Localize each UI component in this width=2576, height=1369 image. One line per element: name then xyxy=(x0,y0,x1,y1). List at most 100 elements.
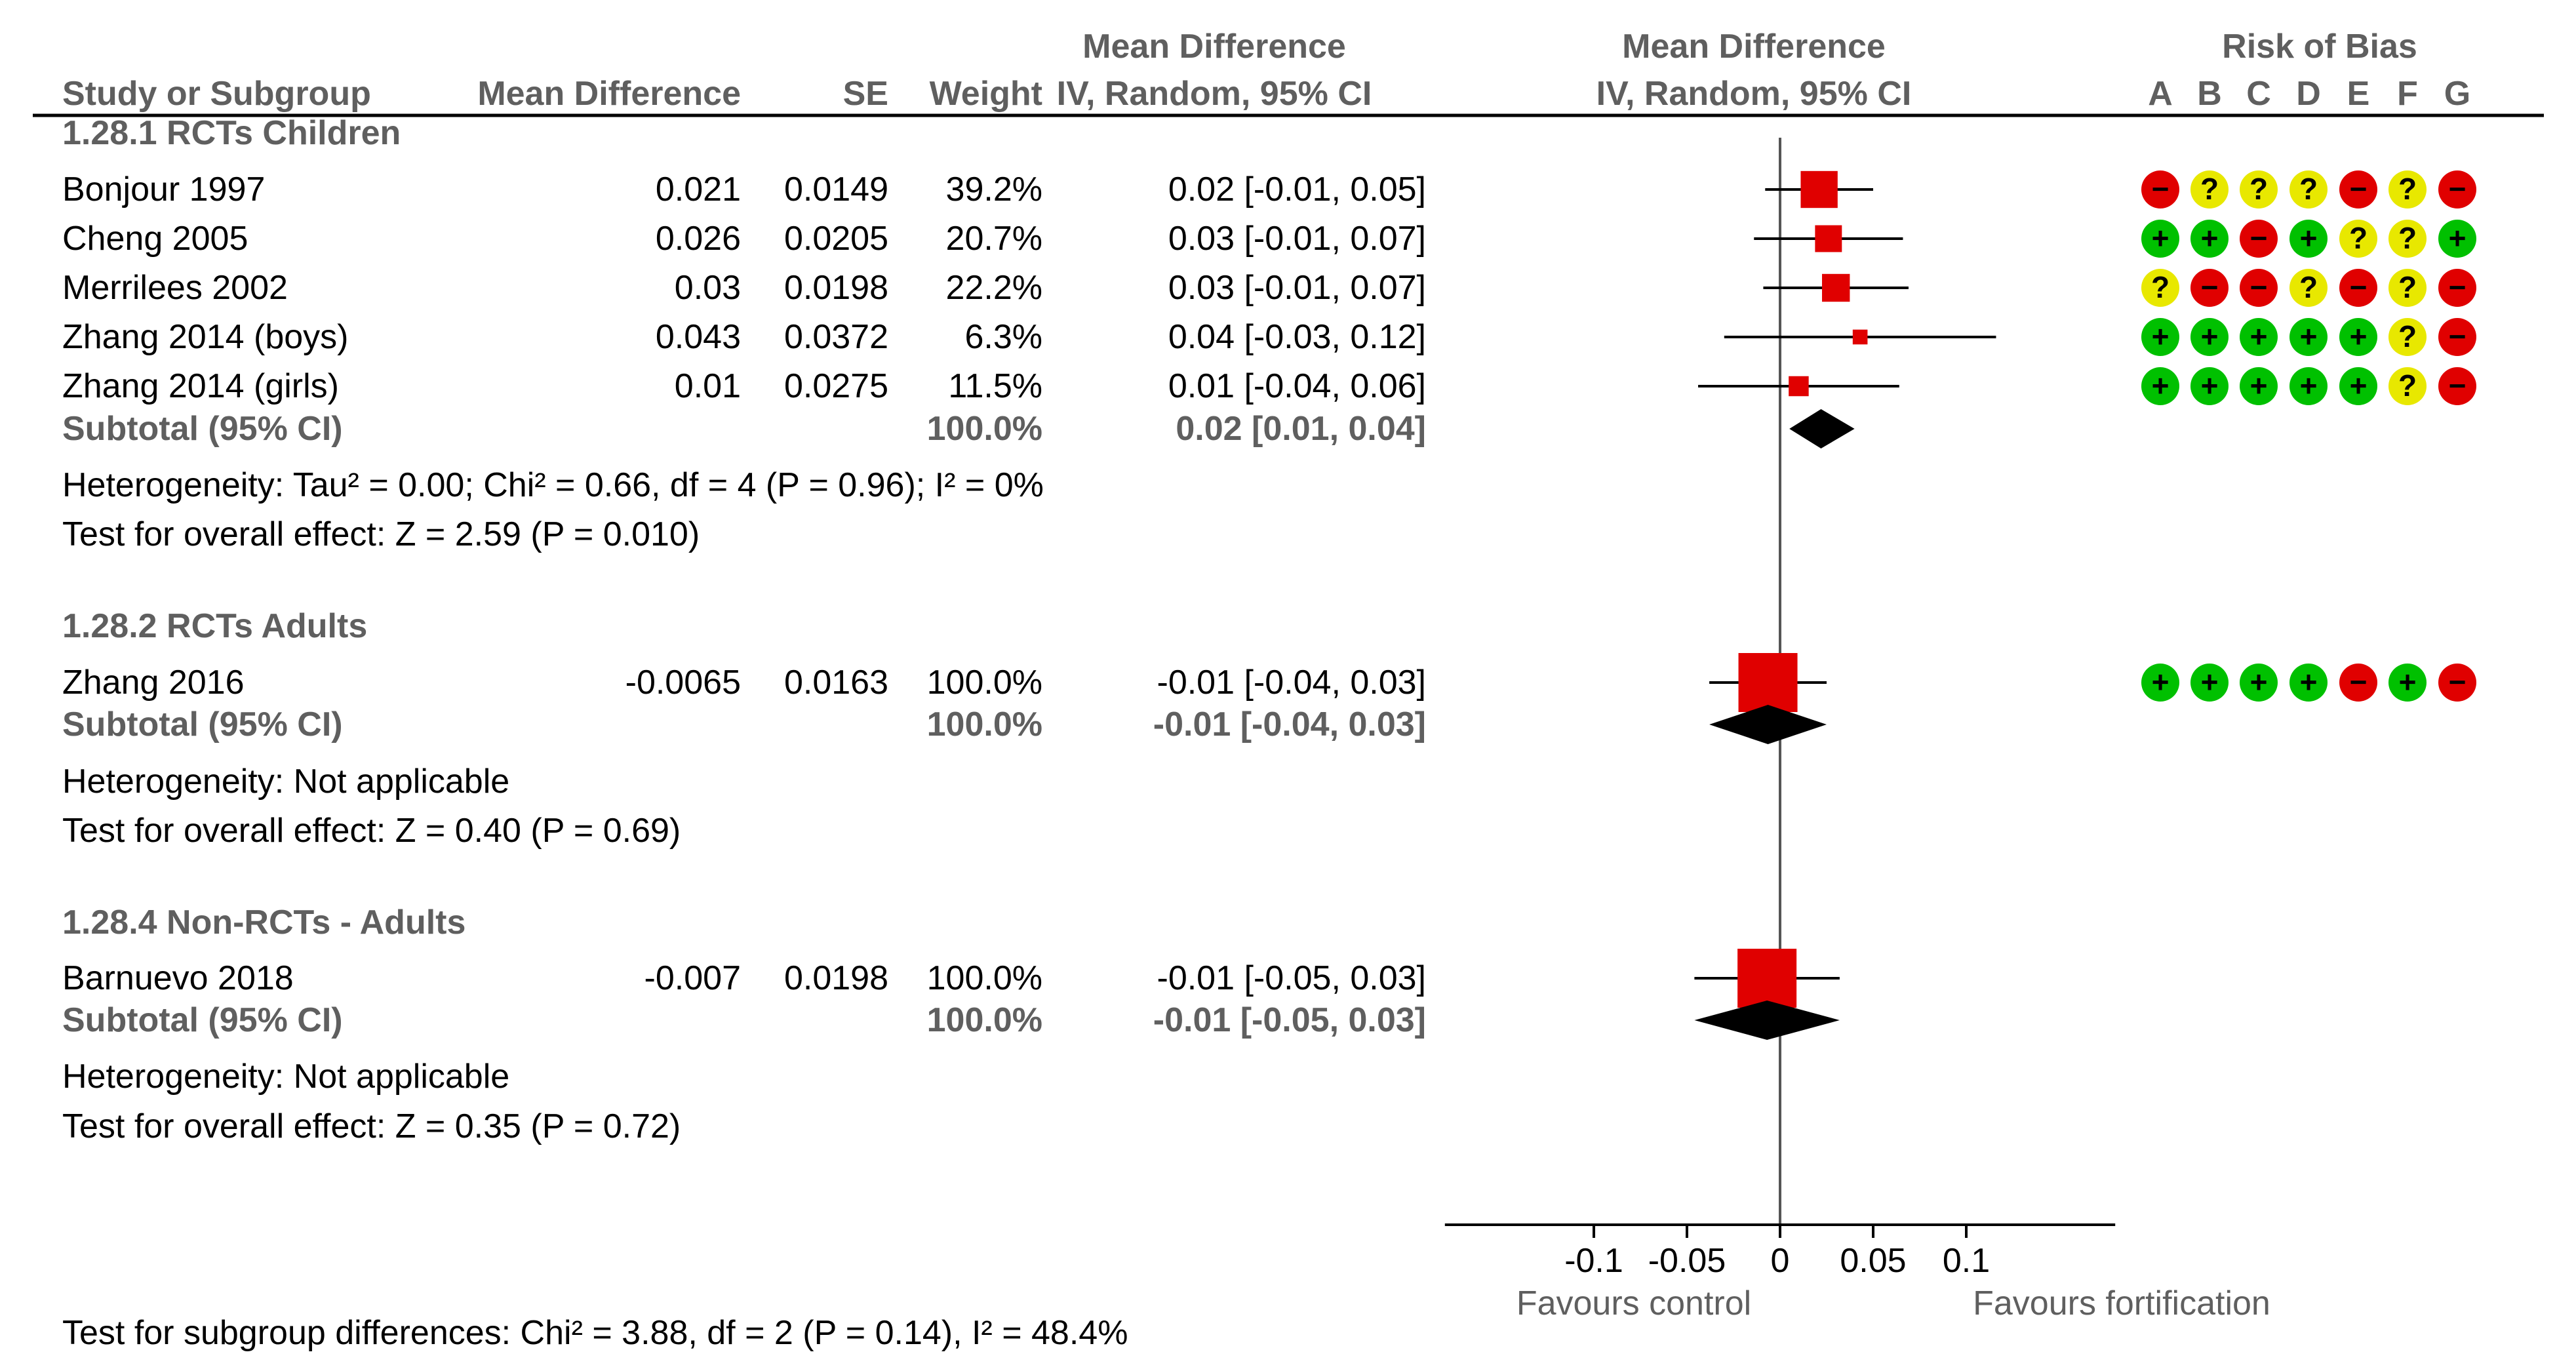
rob-symbol: + xyxy=(2449,221,2467,255)
rob-circle xyxy=(2240,220,2278,258)
rob-circle xyxy=(2289,318,2328,356)
study-rows: 1.28.1 RCTs Children Bonjour 1997 0.021 0.0… xyxy=(62,114,2476,1145)
rob-symbol: − xyxy=(2449,368,2467,403)
header-md-ci-bottom: IV, Random, 95% CI xyxy=(1057,75,1372,113)
rob-circle xyxy=(2141,220,2179,258)
rob-circle xyxy=(2240,367,2278,405)
favours-left-label: Favours control xyxy=(1516,1284,1751,1322)
rob-circle xyxy=(2388,220,2427,258)
study-md: 0.03 xyxy=(675,269,741,307)
rob-letter-5: F xyxy=(2397,75,2418,113)
point-estimate-marker xyxy=(1821,273,1850,302)
rob-circle xyxy=(2240,318,2278,356)
group-title: 1.28.4 Non-RCTs - Adults xyxy=(62,903,466,942)
study-se: 0.0149 xyxy=(784,170,888,208)
rob-symbol: − xyxy=(2449,319,2467,353)
x-tick-label-2: 0 xyxy=(1771,1242,1790,1280)
study-ci: 0.03 [-0.01, 0.07] xyxy=(1168,269,1426,307)
rob-circle xyxy=(2388,170,2427,208)
study-weight: 11.5% xyxy=(948,367,1042,405)
rob-symbol: − xyxy=(2201,270,2219,304)
subtotal-diamond xyxy=(1789,409,1855,448)
subtotal-weight: 100.0% xyxy=(927,705,1042,744)
x-tick-label-0: -0.1 xyxy=(1564,1242,1623,1280)
study-name: Bonjour 1997 xyxy=(62,170,265,208)
point-estimate-marker xyxy=(1789,376,1809,397)
study-ci: -0.01 [-0.04, 0.03] xyxy=(1157,664,1427,702)
rob-circle xyxy=(2339,220,2377,258)
subtotal-weight: 100.0% xyxy=(927,410,1042,448)
heterogeneity-text: Heterogeneity: Not applicable xyxy=(62,1058,509,1096)
rob-symbol: + xyxy=(2250,368,2268,403)
study-se: 0.0205 xyxy=(784,220,888,258)
rob-circle xyxy=(2388,664,2427,702)
rob-circle xyxy=(2339,269,2377,307)
rob-circle xyxy=(2289,220,2328,258)
rob-symbol: + xyxy=(2201,221,2219,255)
study-weight: 6.3% xyxy=(964,318,1042,356)
subtotal-label: Subtotal (95% CI) xyxy=(62,410,343,448)
rob-symbol: − xyxy=(2350,665,2368,699)
rob-symbol: − xyxy=(2449,172,2467,206)
study-name: Zhang 2016 xyxy=(62,664,245,702)
rob-symbol: ? xyxy=(2398,221,2417,255)
study-se: 0.0198 xyxy=(784,959,888,997)
rob-symbol: − xyxy=(2449,665,2467,699)
rob-symbol: ? xyxy=(2398,319,2417,353)
rob-symbol: + xyxy=(2152,665,2170,699)
rob-circle xyxy=(2190,367,2229,405)
subtotal-diamond xyxy=(1709,705,1827,744)
rob-letter-3: D xyxy=(2296,75,2321,113)
heterogeneity-text: Heterogeneity: Not applicable xyxy=(62,763,509,801)
subtotal-ci: -0.01 [-0.04, 0.03] xyxy=(1153,705,1426,744)
study-ci: 0.01 [-0.04, 0.06] xyxy=(1168,367,1426,405)
rob-symbol: ? xyxy=(2249,172,2268,206)
study-se: 0.0163 xyxy=(784,664,888,702)
study-name: Barnuevo 2018 xyxy=(62,959,294,997)
rob-circle xyxy=(2190,664,2229,702)
rob-symbol: − xyxy=(2449,270,2467,304)
rob-symbol: ? xyxy=(2398,368,2417,403)
study-weight: 22.2% xyxy=(946,269,1042,307)
table-header: Mean Difference Mean Difference Risk of … xyxy=(62,28,2470,113)
rob-symbol: − xyxy=(2152,172,2170,206)
rob-symbol: + xyxy=(2300,221,2318,255)
overall-effect-text: Test for overall effect: Z = 0.35 (P = 0… xyxy=(62,1107,681,1145)
rob-symbol: ? xyxy=(2398,270,2417,304)
rob-circle xyxy=(2438,367,2476,405)
point-estimate-marker xyxy=(1852,329,1868,345)
subgroup-differences-test: Test for subgroup differences: Chi² = 3.… xyxy=(62,1314,1128,1352)
study-weight: 100.0% xyxy=(927,959,1042,997)
rob-symbol: ? xyxy=(2200,172,2219,206)
rob-circle xyxy=(2190,318,2229,356)
rob-symbol: + xyxy=(2300,319,2318,353)
rob-circle xyxy=(2240,170,2278,208)
study-ci: -0.01 [-0.05, 0.03] xyxy=(1157,959,1427,997)
rob-symbol: − xyxy=(2350,172,2368,206)
rob-symbol: − xyxy=(2250,270,2268,304)
rob-circle xyxy=(2141,170,2179,208)
header-weight: Weight xyxy=(930,75,1042,113)
rob-symbol: + xyxy=(2350,368,2368,403)
rob-letter-0: A xyxy=(2148,75,2173,113)
header-plot-top: Mean Difference xyxy=(1622,28,1886,66)
header-md: Mean Difference xyxy=(477,75,741,113)
overall-effect-text: Test for overall effect: Z = 2.59 (P = 0… xyxy=(62,515,700,553)
favours-right-label: Favours fortification xyxy=(1973,1284,2270,1322)
rob-circle xyxy=(2438,170,2476,208)
rob-circle xyxy=(2240,664,2278,702)
x-axis: -0.1 -0.05 0 0.05 0.1 xyxy=(1444,1223,2116,1280)
rob-symbol: ? xyxy=(2151,270,2170,304)
study-se: 0.0198 xyxy=(784,269,888,307)
rob-circle xyxy=(2388,269,2427,307)
header-rob-title: Risk of Bias xyxy=(2222,28,2417,66)
study-name: Zhang 2014 (boys) xyxy=(62,318,349,356)
study-weight: 39.2% xyxy=(946,170,1042,208)
rob-circle xyxy=(2289,170,2328,208)
rob-circle xyxy=(2289,664,2328,702)
rob-symbol: ? xyxy=(2398,172,2417,206)
rob-circle xyxy=(2339,664,2377,702)
rob-circle xyxy=(2190,269,2229,307)
